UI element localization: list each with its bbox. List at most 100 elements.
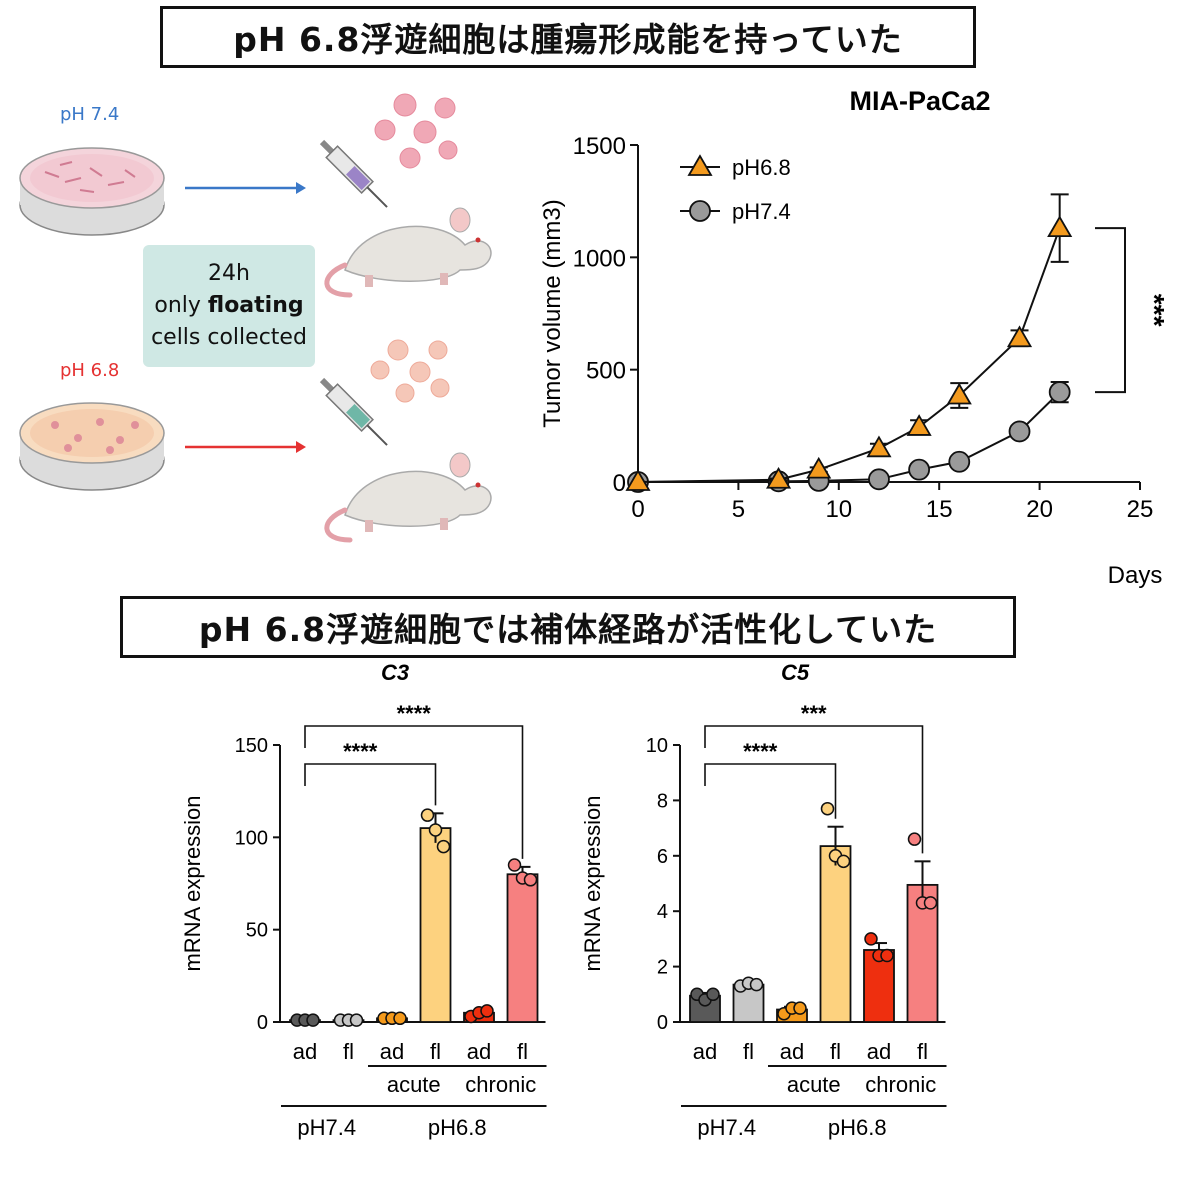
y-tick-label: 150: [235, 735, 268, 757]
data-dot: [836, 854, 851, 869]
data-point-pH7.4: [908, 458, 931, 481]
data-dot: [393, 1011, 407, 1026]
data-point-pH6.8: [625, 469, 651, 491]
bottom-title-box: pH 6.8浮遊細胞では補体経路が活性化していた: [120, 596, 1016, 658]
y-tick-label: 1000: [573, 245, 626, 272]
data-dot: [436, 839, 451, 854]
x-tick-label: 15: [926, 496, 953, 523]
significance-label: ***: [801, 701, 827, 726]
group-label: pH7.4: [297, 1115, 356, 1140]
data-dot: [820, 801, 835, 816]
info-line-2-pre: only: [154, 293, 208, 319]
info-line-2: only floating: [143, 290, 315, 322]
info-line-2-bold: floating: [207, 293, 304, 319]
info-line-3: cells collected: [151, 324, 307, 350]
significance-bracket: [304, 725, 524, 859]
y-tick-label: 8: [657, 790, 668, 812]
data-point-pH6.8: [1006, 325, 1033, 348]
data-dot: [706, 987, 720, 1002]
chart-title: MIA-PaCa2: [849, 86, 990, 116]
data-dot: [907, 832, 922, 846]
data-dot: [349, 1013, 364, 1027]
category-label: ad: [693, 1039, 717, 1064]
dish-label-ph68: pH 6.8: [60, 360, 120, 381]
subgroup-label: chronic: [865, 1072, 936, 1097]
subgroup-label: acute: [387, 1072, 441, 1097]
data-point-pH7.4: [1048, 381, 1071, 404]
y-tick-label: 50: [246, 920, 268, 942]
group-label: pH6.8: [828, 1115, 887, 1140]
x-axis-label: Days: [1108, 562, 1163, 589]
top-title: pH 6.8浮遊細胞は腫瘍形成能を持っていた: [233, 20, 903, 59]
x-tick-label: 5: [732, 496, 745, 523]
data-dot: [880, 948, 894, 963]
subgroup-label: chronic: [465, 1072, 536, 1097]
data-dot: [864, 932, 878, 946]
significance-label: ****: [343, 739, 378, 764]
category-label: ad: [780, 1039, 804, 1064]
significance-bracket: [304, 763, 437, 806]
data-point-pH6.8: [765, 466, 792, 489]
info-line-1: 24h: [208, 261, 250, 287]
data-point-pH7.4: [868, 468, 890, 491]
y-tick-label: 0: [613, 470, 626, 497]
y-tick-label: 4: [657, 901, 668, 923]
significance-bracket: [704, 763, 837, 819]
category-label: ad: [467, 1039, 491, 1064]
y-axis-label: mRNA expression: [580, 795, 605, 971]
data-point-pH6.8: [946, 382, 972, 405]
data-dot: [507, 858, 522, 872]
y-tick-label: 0: [657, 1012, 668, 1034]
data-point-pH6.8: [806, 456, 832, 479]
legend-label: pH7.4: [732, 199, 791, 224]
category-label: ad: [293, 1039, 317, 1064]
floating-cells-top-icon: [374, 93, 458, 169]
dish-label-ph74: pH 7.4: [60, 104, 120, 125]
petri-dish-ph68-icon: [19, 402, 165, 491]
legend-marker: [687, 154, 713, 176]
mouse-top-icon: [324, 207, 492, 298]
data-point-pH6.8: [1047, 215, 1073, 238]
info-box: 24h only floating cells collected: [143, 245, 315, 367]
category-label: ad: [867, 1039, 891, 1064]
data-dot: [306, 1013, 320, 1027]
c5-bar-chart: C5 0 2 4 6 8 10 mRNA expression ad fl ad fl ad fl acut…: [580, 660, 947, 1140]
data-dot: [480, 1004, 494, 1018]
category-label: ad: [380, 1039, 404, 1064]
syringe-top-icon: [319, 139, 388, 208]
data-dot: [923, 896, 938, 910]
y-tick-label: 500: [586, 358, 626, 385]
data-dot: [420, 808, 435, 822]
x-tick-label: 25: [1127, 496, 1154, 523]
schematic-illustration: [19, 93, 492, 543]
tumor-volume-chart: MIA-PaCa2 0 500 1000 1500 0 5 10 15 20 25 Days Tumor…: [539, 86, 1170, 589]
category-label: fl: [517, 1039, 528, 1064]
y-axis-label: Tumor volume (mm3): [539, 199, 566, 427]
c3-bar-chart: C3 0 50 100 150 mRNA expression ad fl ad fl ad fl ac…: [180, 660, 547, 1140]
y-tick-label: 2: [657, 957, 668, 979]
bottom-title: pH 6.8浮遊細胞では補体経路が活性化していた: [198, 610, 938, 649]
y-axis-label: mRNA expression: [180, 795, 205, 971]
mouse-bottom-icon: [324, 452, 492, 543]
x-tick-label: 10: [825, 496, 852, 523]
y-tick-label: 0: [257, 1012, 268, 1034]
bar-3: [819, 845, 852, 1023]
x-tick-label: 0: [631, 496, 644, 523]
data-dot: [749, 977, 764, 992]
y-tick-label: 10: [646, 735, 668, 757]
category-label: fl: [430, 1039, 441, 1064]
category-label: fl: [917, 1039, 928, 1064]
bar-5: [506, 873, 539, 1023]
y-tick-label: 6: [657, 846, 668, 868]
data-point-pH7.4: [948, 450, 971, 473]
significance-label: ****: [743, 739, 778, 764]
group-label: pH6.8: [428, 1115, 487, 1140]
syringe-bottom-icon: [319, 377, 388, 446]
subgroup-label: acute: [787, 1072, 841, 1097]
floating-cells-bottom-icon: [370, 339, 450, 403]
data-dot: [428, 823, 443, 837]
data-point-pH7.4: [1008, 420, 1031, 443]
significance-label: ***: [1139, 294, 1170, 327]
significance-label: ****: [397, 701, 432, 726]
bar-chart-title: C5: [781, 660, 810, 685]
